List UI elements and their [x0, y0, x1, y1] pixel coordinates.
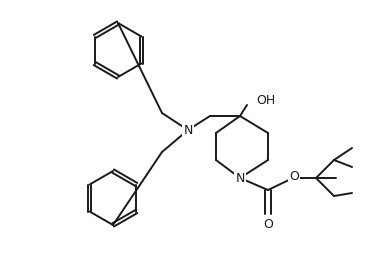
Text: O: O: [289, 170, 299, 184]
Text: OH: OH: [256, 94, 275, 106]
Text: N: N: [183, 124, 193, 136]
Text: O: O: [263, 218, 273, 230]
Text: N: N: [235, 172, 245, 184]
